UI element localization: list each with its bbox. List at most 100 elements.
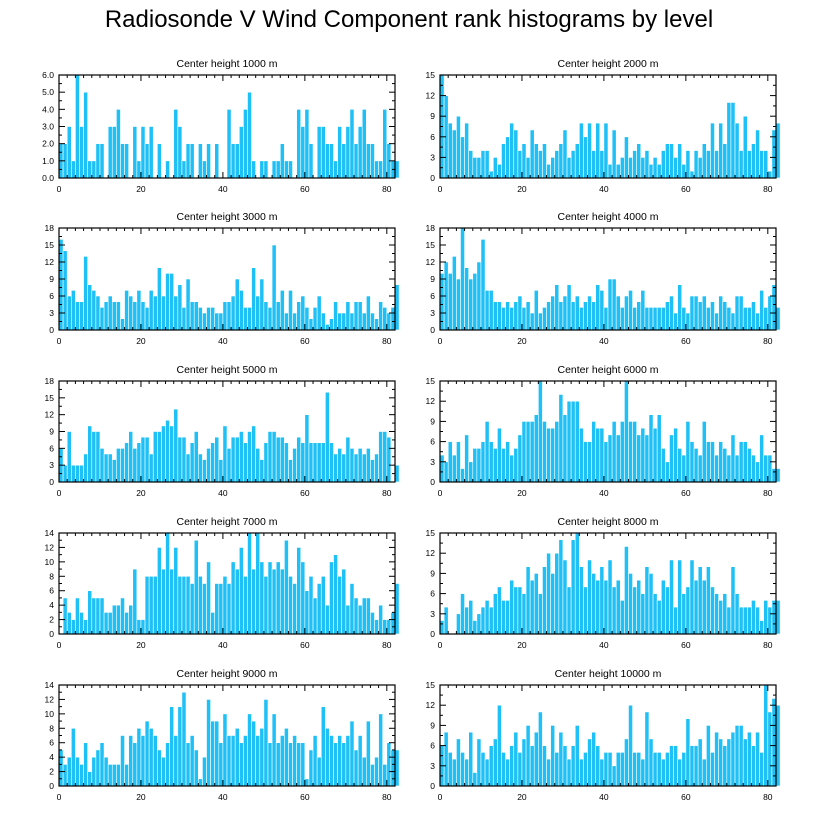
histogram-bar <box>165 742 170 787</box>
histogram-bar <box>357 126 363 179</box>
histogram-bar <box>210 612 216 635</box>
histogram-bar <box>648 307 654 331</box>
histogram-bar <box>611 586 617 635</box>
histogram-bar <box>677 143 683 179</box>
histogram-bar <box>333 554 338 635</box>
histogram-bar <box>325 391 330 483</box>
histogram-bar <box>546 301 551 331</box>
histogram-bar <box>62 250 68 331</box>
histogram-bar <box>378 604 384 635</box>
x-tick-label: 20 <box>517 792 527 802</box>
histogram-bar <box>734 725 740 787</box>
histogram-bar <box>443 731 449 787</box>
histogram-bar <box>169 273 175 331</box>
histogram-bar <box>755 606 760 635</box>
histogram-bar <box>79 464 84 483</box>
histogram-bar <box>480 752 486 787</box>
histogram-bar <box>697 157 703 179</box>
histogram-bar <box>718 295 724 331</box>
histogram-bar <box>259 561 265 635</box>
histogram-bar <box>488 290 494 331</box>
histogram-bar <box>296 436 302 483</box>
histogram-bar <box>263 699 269 787</box>
histogram-bar <box>587 441 592 483</box>
histogram-bar <box>615 295 621 331</box>
histogram-bar <box>579 307 584 331</box>
histogram-bar <box>669 295 674 331</box>
histogram-bar <box>714 731 719 787</box>
y-tick-label: 15 <box>426 240 436 250</box>
x-tick-label: 80 <box>763 336 773 346</box>
histogram-bar <box>517 752 523 787</box>
histogram-bar <box>144 143 150 179</box>
histogram-bar <box>529 129 535 179</box>
x-tick-label: 20 <box>136 184 146 194</box>
histogram-bar <box>767 711 773 787</box>
histogram-bar <box>558 143 564 179</box>
histogram-bar <box>394 749 400 787</box>
histogram-bar <box>697 738 703 787</box>
histogram-bar <box>382 431 388 483</box>
y-tick-label: 12 <box>45 410 55 420</box>
histogram-bar <box>320 442 326 483</box>
histogram-bar <box>480 606 486 635</box>
histogram-bar <box>337 312 343 331</box>
y-tick-label: 6 <box>430 741 435 751</box>
histogram-bar <box>476 261 482 331</box>
histogram-bar <box>579 122 584 179</box>
histogram-bar <box>91 597 97 635</box>
histogram-bar <box>747 731 752 787</box>
histogram-bar <box>771 468 777 483</box>
x-tick-label: 40 <box>218 184 228 194</box>
histogram-bar <box>775 122 781 179</box>
histogram-bar <box>333 453 338 483</box>
histogram-bar <box>251 267 256 331</box>
histogram-bar <box>247 713 252 787</box>
histogram-bar <box>341 453 347 483</box>
histogram-bar <box>505 600 510 635</box>
histogram-bar <box>599 566 605 635</box>
histogram-bar <box>730 731 736 787</box>
histogram-bar <box>120 318 125 331</box>
histogram-bar <box>583 136 588 179</box>
histogram-bar <box>75 301 80 331</box>
histogram-bar <box>742 307 748 331</box>
panel-title: Center height 5000 m <box>177 364 278 376</box>
histogram-bar <box>763 454 769 483</box>
histogram-bar <box>509 745 515 787</box>
histogram-bar <box>583 586 588 635</box>
histogram-bar <box>120 448 125 483</box>
histogram-bar <box>337 448 343 483</box>
histogram-bar <box>263 575 269 635</box>
histogram-bar <box>345 436 351 483</box>
histogram-bar <box>333 301 338 331</box>
histogram-bar <box>288 290 293 331</box>
histogram-bar <box>148 453 154 483</box>
histogram-bar <box>665 301 670 331</box>
y-tick-label: 12 <box>45 257 55 267</box>
histogram-bar <box>738 441 744 483</box>
histogram-bar <box>247 532 252 635</box>
histogram-bar <box>488 170 494 179</box>
histogram-bar <box>697 566 703 635</box>
histogram-bar <box>320 126 326 179</box>
histogram-bar <box>312 597 318 635</box>
histogram-bar <box>66 756 72 787</box>
histogram-bar <box>136 619 142 635</box>
histogram-bar <box>628 157 633 179</box>
histogram-bar <box>615 163 621 179</box>
histogram-bar <box>464 758 469 787</box>
histogram-bar <box>353 143 359 179</box>
histogram-bar <box>689 559 695 635</box>
histogram-bar <box>632 307 637 331</box>
figure-title: Radiosonde V Wind Component rank histogr… <box>104 6 714 33</box>
histogram-bar <box>554 552 560 635</box>
histogram-bar <box>83 619 88 635</box>
histogram-bar <box>554 752 560 787</box>
histogram-bar <box>521 738 527 787</box>
histogram-bar <box>308 575 314 635</box>
x-tick-label: 0 <box>438 792 443 802</box>
histogram-bar <box>140 619 146 635</box>
histogram-bar <box>193 539 199 635</box>
histogram-bar <box>99 307 105 331</box>
